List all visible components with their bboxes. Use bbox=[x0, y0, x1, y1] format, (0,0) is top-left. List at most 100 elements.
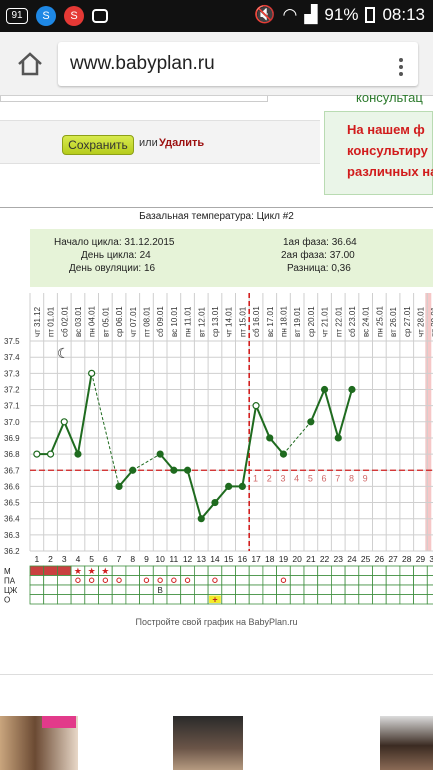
symptom-cell bbox=[276, 565, 291, 576]
luteal-day-label: 6 bbox=[322, 473, 327, 483]
menu-icon[interactable] bbox=[398, 55, 404, 79]
symptom-cell bbox=[57, 575, 72, 586]
promo-line-3: различных на bbox=[347, 164, 433, 179]
date-label: сб 23.01 bbox=[348, 306, 357, 337]
symptom-cell bbox=[98, 594, 113, 605]
symptom-cell bbox=[207, 565, 223, 576]
symptom-cell bbox=[289, 584, 305, 595]
date-label: вс 10.01 bbox=[170, 306, 179, 337]
stat-label: День цикла: bbox=[81, 250, 137, 261]
day-number: 19 bbox=[279, 554, 289, 564]
circle-mark bbox=[212, 577, 218, 583]
symptom-cell bbox=[235, 584, 250, 595]
symptom-cell bbox=[385, 594, 401, 605]
day-number: 9 bbox=[144, 554, 149, 564]
signal-icon: ▟ bbox=[304, 5, 318, 24]
day-number: 15 bbox=[224, 554, 234, 564]
symptom-cell bbox=[139, 565, 154, 576]
article-thumb-2[interactable] bbox=[173, 716, 243, 770]
date-label: пн 11.01 bbox=[184, 306, 193, 337]
date-label: ср 13.01 bbox=[211, 306, 220, 337]
symptom-cell bbox=[180, 594, 195, 605]
divider bbox=[0, 674, 433, 675]
mute-icon: 🔇 bbox=[254, 5, 276, 24]
temperature-point bbox=[33, 450, 41, 458]
circle-mark bbox=[184, 577, 191, 583]
luteal-day-label: 1 bbox=[253, 473, 258, 483]
article-thumb-1[interactable] bbox=[0, 716, 78, 770]
luteal-day-label: 9 bbox=[363, 473, 368, 483]
temperature-segment bbox=[76, 373, 93, 455]
article-thumb-3[interactable] bbox=[380, 716, 433, 770]
symptom-cell bbox=[152, 594, 168, 605]
date-label: чт 28.01 bbox=[416, 306, 425, 337]
day-number: 8 bbox=[130, 554, 135, 564]
symptom-cell bbox=[344, 565, 360, 576]
phase1: 36.64 bbox=[331, 237, 357, 248]
temperature-point bbox=[279, 450, 288, 458]
day-number: 18 bbox=[265, 554, 275, 564]
promo-box[interactable]: На нашем ф консультиру различных на bbox=[324, 111, 433, 195]
temperature-point bbox=[156, 450, 164, 458]
date-label: сб 09.01 bbox=[156, 306, 165, 337]
url-field[interactable]: www.babyplan.ru bbox=[58, 42, 418, 86]
symptom-cell bbox=[372, 575, 387, 586]
day-number: 23 bbox=[334, 554, 344, 564]
temperature-point bbox=[348, 385, 356, 394]
symptom-cell bbox=[358, 575, 373, 586]
date-label: ср 20.01 bbox=[307, 306, 316, 337]
symptom-cell bbox=[43, 584, 58, 595]
symptom-cell bbox=[207, 575, 223, 586]
symptom-cell bbox=[221, 584, 236, 595]
circle-mark bbox=[171, 577, 177, 583]
comment-textarea[interactable] bbox=[0, 96, 268, 102]
symptom-cell bbox=[413, 575, 428, 586]
symptom-cell bbox=[84, 594, 99, 605]
delete-link[interactable]: Удалить bbox=[159, 137, 205, 149]
symptom-cell bbox=[84, 584, 99, 595]
symptom-cell bbox=[426, 594, 433, 605]
date-label: ср 06.01 bbox=[115, 306, 124, 337]
temperature-point bbox=[225, 482, 233, 490]
symptom-cell bbox=[29, 565, 45, 576]
day-number: 20 bbox=[292, 554, 302, 564]
symptom-cell bbox=[276, 584, 291, 595]
circle-mark bbox=[143, 577, 150, 583]
symptom-row-label: О bbox=[4, 596, 10, 605]
symptom-cell bbox=[344, 594, 360, 605]
y-tick-label: 36.3 bbox=[4, 531, 20, 540]
y-tick-label: 37.5 bbox=[4, 337, 20, 346]
day-number: 11 bbox=[169, 554, 178, 564]
symptom-cell bbox=[372, 565, 387, 576]
wifi-icon: ◠ bbox=[282, 5, 298, 24]
temperature-segment bbox=[283, 421, 312, 455]
day-number: 10 bbox=[155, 554, 165, 564]
symptom-cell bbox=[180, 565, 195, 576]
day-number: 16 bbox=[238, 554, 248, 564]
save-button[interactable]: Сохранить bbox=[62, 135, 134, 155]
date-label: чт 07.01 bbox=[129, 306, 138, 337]
symptom-cell bbox=[426, 584, 433, 595]
symptom-cell bbox=[43, 594, 58, 605]
babyplan-link[interactable]: Постройте свой график на BabyPlan.ru bbox=[135, 617, 298, 627]
moon-icon: ☾ bbox=[57, 345, 70, 361]
y-tick-label: 36.7 bbox=[4, 466, 20, 475]
y-tick-label: 37.1 bbox=[4, 402, 20, 411]
symptom-cell bbox=[399, 594, 414, 605]
symptom-cell bbox=[43, 575, 58, 586]
symptom-cell bbox=[317, 584, 332, 595]
temperature-segment bbox=[323, 389, 340, 439]
symptom-cell bbox=[139, 594, 154, 605]
symptom-cell bbox=[207, 584, 223, 595]
plus-mark: + bbox=[212, 595, 217, 605]
temperature-point bbox=[334, 434, 342, 442]
symptom-cell bbox=[262, 584, 277, 595]
date-label: чт 31.12 bbox=[33, 306, 42, 337]
url-text: www.babyplan.ru bbox=[70, 53, 215, 74]
y-tick-label: 36.9 bbox=[4, 434, 20, 443]
luteal-day-label: 3 bbox=[280, 473, 285, 483]
symptom-cell bbox=[29, 594, 45, 605]
symptom-cell bbox=[344, 575, 360, 586]
home-icon[interactable] bbox=[16, 50, 44, 78]
symptom-cell bbox=[344, 584, 360, 595]
